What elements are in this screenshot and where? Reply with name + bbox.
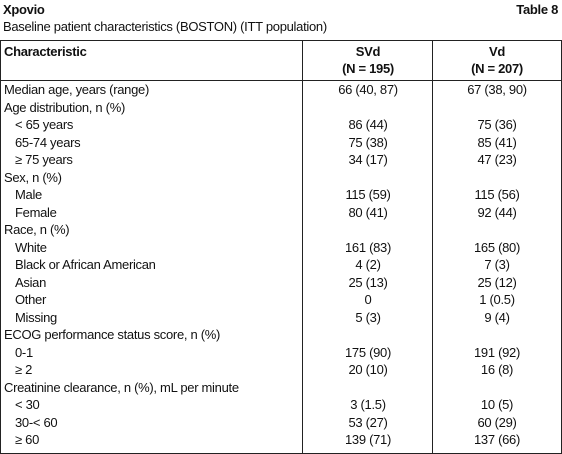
row-label: Other bbox=[15, 292, 47, 307]
cell-value: 137 (66) bbox=[473, 432, 521, 447]
cell-value: 10 (5) bbox=[480, 397, 514, 412]
row-label: 30-< 60 bbox=[15, 414, 58, 430]
cell-value: 4 (2) bbox=[355, 257, 381, 272]
row-label: Male bbox=[15, 187, 42, 202]
doc-title: Xpovio bbox=[3, 2, 45, 17]
cell-value: 80 (41) bbox=[348, 204, 388, 220]
row-label: ≥ 2 bbox=[15, 362, 33, 377]
group-label: Race, n (%) bbox=[4, 222, 70, 237]
cell-value: 175 (90) bbox=[344, 344, 392, 360]
cell-value: 139 (71) bbox=[344, 432, 392, 447]
group-label: Sex, n (%) bbox=[4, 169, 62, 185]
row-label: Black or African American bbox=[15, 257, 156, 272]
cell-value: 165 (80) bbox=[473, 239, 521, 255]
row-label: Female bbox=[15, 204, 57, 220]
cell-value: 25 (12) bbox=[477, 274, 517, 290]
cell-value: 5 (3) bbox=[355, 309, 381, 325]
row-label: White bbox=[15, 239, 47, 255]
column-header: SVd bbox=[355, 44, 381, 59]
cell-value: 25 (13) bbox=[348, 274, 388, 290]
cell-value: 7 (3) bbox=[484, 257, 510, 272]
row-label: < 30 bbox=[15, 397, 40, 412]
cell-value: 16 (8) bbox=[480, 362, 514, 377]
cell-value: 20 (10) bbox=[348, 362, 388, 377]
cell-value: 34 (17) bbox=[348, 152, 388, 167]
cell-value: 75 (36) bbox=[477, 117, 517, 132]
row-label: ≥ 75 years bbox=[15, 152, 73, 167]
group-label: Creatinine clearance, n (%), mL per minu… bbox=[4, 379, 239, 395]
subtitle: Baseline patient characteristics (BOSTON… bbox=[3, 19, 327, 34]
group-label: Age distribution, n (%) bbox=[4, 99, 125, 115]
cell-value: 115 (59) bbox=[345, 187, 391, 202]
cell-value: 161 (83) bbox=[344, 239, 392, 255]
column-header: Vd bbox=[488, 44, 505, 59]
column-header: Characteristic bbox=[4, 44, 87, 59]
cell-value: 67 (38, 90) bbox=[467, 82, 527, 97]
cell-value: 115 (56) bbox=[474, 187, 520, 202]
header-divider bbox=[1, 80, 561, 81]
column-divider bbox=[432, 41, 433, 453]
cell-value: 75 (38) bbox=[348, 134, 388, 150]
row-label: Missing bbox=[15, 309, 57, 325]
cell-value: 9 (4) bbox=[484, 309, 510, 325]
row-label: ≥ 60 bbox=[15, 432, 40, 447]
column-subheader: (N = 207) bbox=[471, 61, 523, 76]
cell-value: 3 (1.5) bbox=[350, 397, 386, 412]
table: Characteristic SVd (N = 195) Vd (N = 207… bbox=[0, 40, 562, 454]
cell-value: 66 (40, 87) bbox=[338, 82, 398, 97]
row-label: 0-1 bbox=[15, 344, 33, 360]
column-subheader: (N = 195) bbox=[342, 61, 394, 76]
group-label: ECOG performance status score, n (%) bbox=[4, 327, 221, 342]
row-label: 65-74 years bbox=[15, 134, 81, 150]
table-number: Table 8 bbox=[516, 2, 558, 17]
cell-value: 1 (0.5) bbox=[479, 292, 515, 307]
cell-value: 86 (44) bbox=[348, 117, 388, 132]
cell-value: 92 (44) bbox=[477, 204, 517, 220]
cell-value: 85 (41) bbox=[477, 134, 517, 150]
cell-value: 47 (23) bbox=[477, 152, 517, 167]
cell-value: 53 (27) bbox=[348, 414, 388, 430]
column-divider bbox=[302, 41, 303, 453]
cell-value: 191 (92) bbox=[473, 344, 521, 360]
cell-value: 0 bbox=[364, 292, 372, 307]
row-label: Median age, years (range) bbox=[4, 82, 149, 97]
row-label: < 65 years bbox=[15, 117, 74, 132]
row-label: Asian bbox=[15, 274, 47, 290]
cell-value: 60 (29) bbox=[477, 414, 517, 430]
